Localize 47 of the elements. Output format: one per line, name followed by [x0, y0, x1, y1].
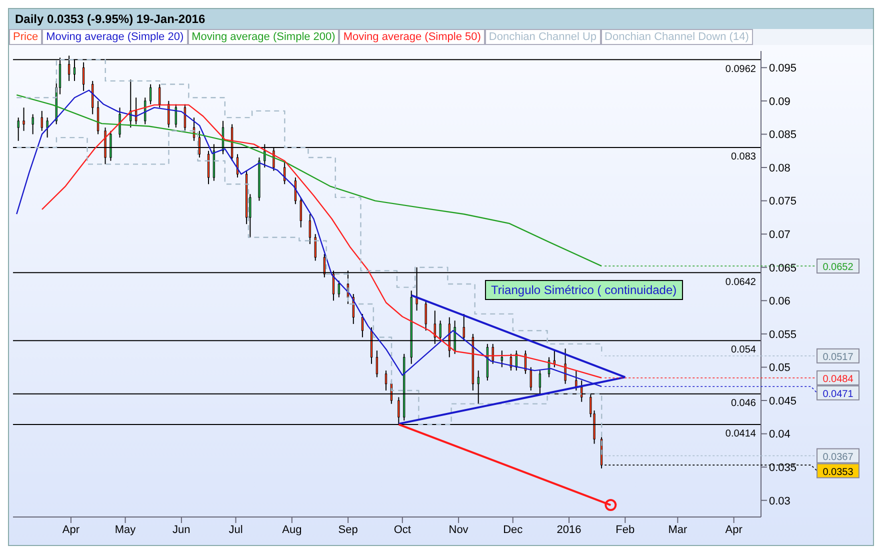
annotation: 0.0367: [822, 452, 854, 463]
annotation: 0.0652: [822, 262, 854, 274]
ref-line-label: 0.054: [730, 344, 756, 356]
x-tick-label: Jun: [172, 524, 190, 536]
x-tick-label: Apr: [725, 524, 743, 536]
y-tick-label: 0.03: [769, 495, 790, 508]
annotation: 0.0471: [822, 388, 854, 400]
y-tick-label: 0.035: [769, 462, 797, 474]
text: Donchian Channel Down (14): [600, 29, 753, 45]
text: Moving average (Simple 20): [42, 29, 188, 45]
ref-line-label: 0.046: [730, 398, 756, 409]
annotation: 0.0517: [822, 352, 854, 363]
text: Moving average (Simple 200): [188, 29, 340, 45]
text: Price: [9, 29, 42, 45]
annotation: Triangulo Simétrico ( continuidade): [485, 280, 683, 300]
text: Moving average (Simple 50): [339, 29, 485, 45]
x-tick-label: Apr: [62, 524, 80, 536]
x-tick-label: Jul: [228, 524, 243, 536]
ref-line-label: 0.0642: [725, 276, 756, 288]
chart-title: Daily 0.0353 (-9.95%) 19-Jan-2016: [9, 9, 873, 29]
y-tick-label: 0.09: [769, 96, 790, 108]
x-tick-label: Feb: [616, 524, 635, 536]
annotation: 0.0484: [822, 374, 854, 385]
y-tick-label: 0.065: [769, 262, 797, 274]
x-tick-label: Dec: [503, 524, 524, 536]
y-tick-label: 0.085: [769, 129, 797, 142]
y-tick-label: 0.075: [769, 196, 797, 208]
y-tick-label: 0.04: [769, 428, 790, 441]
ref-line-label: 0.0414: [725, 428, 756, 440]
y-tick-label: 0.055: [769, 328, 797, 341]
x-tick-label: Oct: [394, 524, 411, 536]
y-tick-label: 0.05: [769, 362, 790, 374]
x-tick-label: May: [114, 524, 136, 536]
ref-line-label: 0.083: [730, 152, 756, 163]
ref-line-label: 0.0962: [725, 64, 756, 75]
y-tick-label: 0.045: [769, 395, 797, 408]
annotation: 0.0353: [822, 466, 854, 478]
x-tick-label: Aug: [282, 524, 302, 536]
x-tick-label: Sep: [338, 524, 358, 536]
x-tick-label: Mar: [668, 524, 688, 536]
y-tick-label: 0.08: [769, 162, 790, 174]
x-tick-label: 2016: [556, 524, 582, 536]
x-tick-label: Nov: [448, 524, 469, 536]
y-tick-label: 0.06: [769, 296, 790, 308]
y-tick-label: 0.07: [769, 228, 790, 241]
text: Donchian Channel Up: [484, 29, 601, 45]
y-tick-label: 0.095: [769, 62, 797, 75]
